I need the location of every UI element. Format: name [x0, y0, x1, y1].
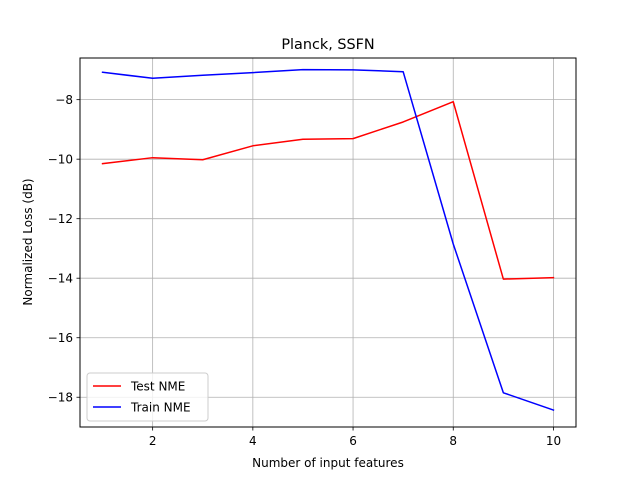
x-axis-label: Number of input features [252, 456, 404, 470]
y-tick-label: −16 [48, 331, 73, 345]
y-tick-label: −14 [48, 272, 73, 286]
x-tick-label: 8 [449, 434, 457, 448]
x-tick-label: 10 [546, 434, 561, 448]
legend-label: Test NME [130, 380, 185, 394]
plot-frame [79, 57, 577, 428]
y-tick-label: −18 [48, 391, 73, 405]
grid-lines [80, 58, 576, 427]
legend: Test NME Train NME [86, 372, 209, 422]
legend-box [86, 372, 209, 422]
y-tick-label: −10 [48, 153, 73, 167]
x-axis-ticks: 2 4 6 8 10 [149, 427, 561, 448]
x-tick-label: 2 [149, 434, 157, 448]
series-line-train-nme [101, 68, 555, 411]
x-tick-label: 6 [349, 434, 357, 448]
chart-title: Planck, SSFN [281, 37, 374, 53]
series-line-test-nme [101, 100, 555, 280]
y-axis-label: Normalized Loss (dB) [21, 178, 35, 305]
y-axis-ticks: −18 −16 −14 −12 −10 −8 [48, 93, 80, 405]
x-tick-label: 4 [249, 434, 257, 448]
y-tick-label: −12 [48, 212, 73, 226]
legend-label: Train NME [130, 401, 191, 415]
series-lines [101, 68, 555, 411]
y-tick-label: −8 [55, 93, 73, 107]
